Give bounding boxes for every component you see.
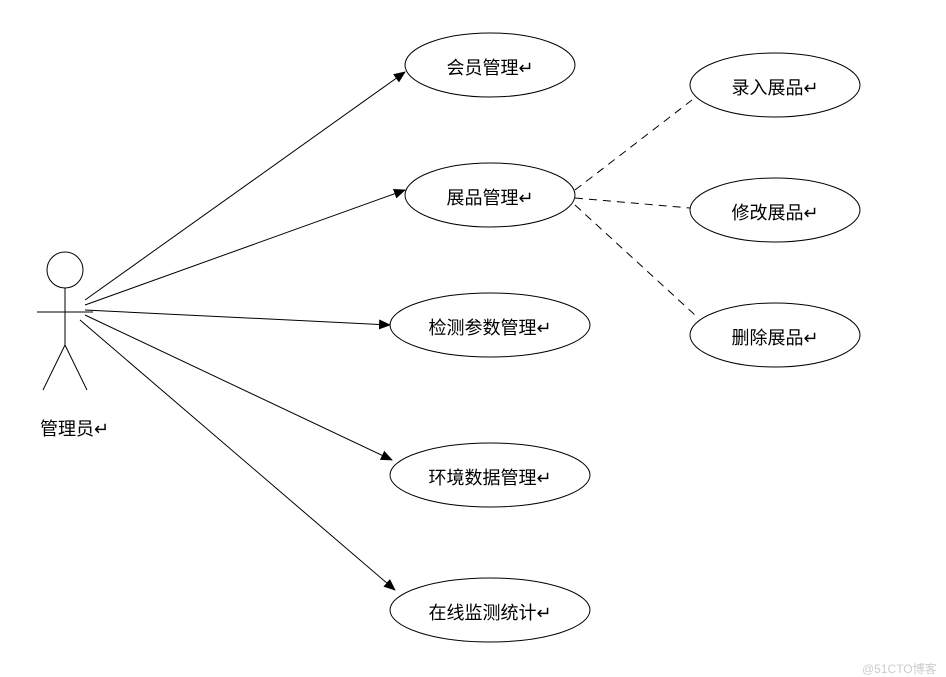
dependency-0: [575, 100, 692, 190]
use-case-label-uc1: 会员管理↵: [405, 54, 575, 80]
use-case-label-uc4: 环境数据管理↵: [390, 464, 590, 490]
actor-label: 管理员↵: [40, 415, 109, 441]
use-case-label-uc7: 修改展品↵: [690, 199, 860, 225]
association-4: [80, 320, 395, 590]
watermark: @51CTO博客: [862, 660, 937, 677]
use-case-label-uc6: 录入展品↵: [690, 74, 860, 100]
actor-figure: [37, 252, 93, 390]
use-case-label-uc3: 检测参数管理↵: [390, 314, 590, 340]
dependency-2: [575, 205, 695, 315]
use-case-label-uc5: 在线监测统计↵: [390, 599, 590, 625]
association-2: [85, 310, 390, 325]
use-case-label-uc8: 删除展品↵: [690, 324, 860, 350]
association-1: [85, 190, 405, 305]
association-3: [85, 315, 392, 460]
use-case-label-uc2: 展品管理↵: [405, 184, 575, 210]
association-0: [85, 72, 405, 300]
dependency-1: [575, 198, 690, 208]
